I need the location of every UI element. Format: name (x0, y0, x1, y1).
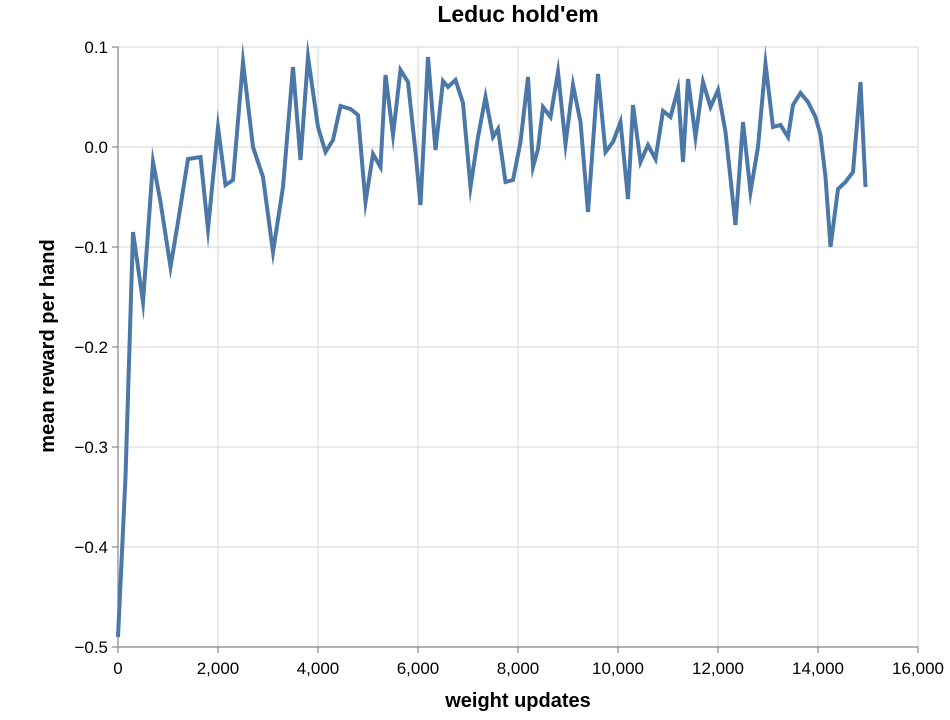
axes (112, 46, 919, 653)
chart-title: Leduc hold'em (437, 1, 598, 27)
y-tick-label: −0.5 (74, 638, 108, 657)
x-tick-label: 6,000 (397, 659, 440, 678)
x-tick-label: 0 (113, 659, 122, 678)
y-tick-label: −0.3 (74, 438, 108, 457)
grid-lines (117, 46, 919, 648)
x-tick-label: 12,000 (692, 659, 744, 678)
series-line (116, 38, 868, 638)
series-layer (116, 38, 868, 638)
y-tick-label: −0.4 (74, 538, 108, 557)
x-tick-label: 10,000 (592, 659, 644, 678)
x-tick-label: 8,000 (497, 659, 540, 678)
x-tick-label: 14,000 (792, 659, 844, 678)
tick-labels: 0 2,000 4,000 6,000 8,000 10,000 12,000 14,000 1… (74, 38, 944, 678)
y-tick-label: −0.2 (74, 338, 108, 357)
y-tick-label: −0.1 (74, 238, 108, 257)
y-tick-label: 0.0 (84, 138, 108, 157)
y-axis-title: mean reward per hand (37, 239, 59, 452)
x-tick-label: 16,000 (892, 659, 944, 678)
x-tick-label: 4,000 (297, 659, 340, 678)
y-tick-label: 0.1 (84, 38, 108, 57)
x-tick-label: 2,000 (197, 659, 240, 678)
x-axis-title: weight updates (444, 690, 591, 712)
